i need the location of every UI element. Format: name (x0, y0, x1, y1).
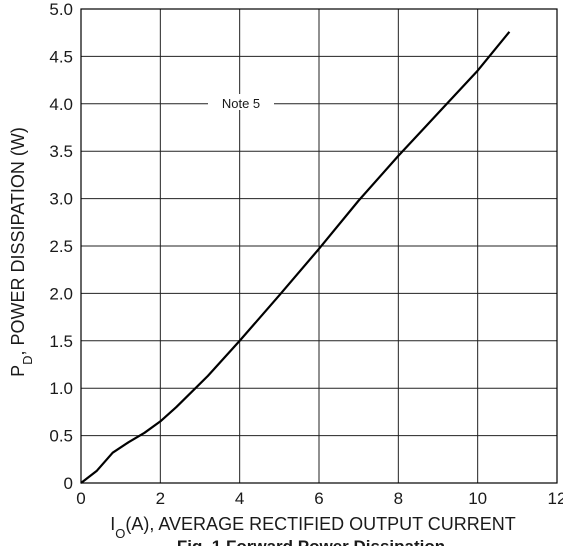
x-tick-labels: 0 2 4 6 8 10 12 (76, 489, 563, 508)
x-tick-label: 6 (314, 489, 323, 508)
series-layer (80, 31, 511, 484)
annotation-background (208, 94, 274, 110)
grid (81, 9, 557, 483)
y-tick-label: 3.5 (49, 142, 73, 161)
y-tick-label: 4.0 (49, 95, 73, 114)
x-tick-label: 8 (394, 489, 403, 508)
y-axis-label-subscript: D (20, 355, 35, 364)
x-tick-label: 2 (156, 489, 165, 508)
plot-frame (80, 8, 558, 484)
x-tick-label: 10 (468, 489, 487, 508)
y-tick-labels: 0 0.5 1.0 1.5 2.0 2.5 3.0 3.5 4.0 4.5 5.0 (49, 0, 73, 493)
power-dissipation-line (80, 31, 511, 484)
x-axis-label-main: I (110, 514, 115, 534)
x-tick-label: 0 (76, 489, 85, 508)
y-tick-label: 1.5 (49, 332, 73, 351)
annotation-note: Note 5 (222, 96, 260, 111)
y-tick-label: 4.5 (49, 47, 73, 66)
figure-caption: Fig. 1 Forward Power Dissipation (177, 537, 445, 546)
x-axis-label-subscript: O (115, 526, 125, 541)
x-axis-label-rest: (A), AVERAGE RECTIFIED OUTPUT CURRENT (125, 514, 515, 534)
y-tick-label: 2.5 (49, 237, 73, 256)
y-axis-label-rest: , POWER DISSIPATION (W) (8, 127, 28, 355)
y-tick-label: 2.0 (49, 284, 73, 303)
y-tick-label: 0.5 (49, 427, 73, 446)
y-axis-label-main: P (8, 365, 28, 377)
y-tick-label: 5.0 (49, 0, 73, 19)
x-tick-label: 4 (235, 489, 244, 508)
y-axis-label: PD, POWER DISSIPATION (W) (8, 127, 35, 377)
y-tick-label: 0 (64, 474, 73, 493)
x-axis-label: IO(A), AVERAGE RECTIFIED OUTPUT CURRENT (110, 514, 516, 541)
y-tick-label: 3.0 (49, 190, 73, 209)
y-tick-label: 1.0 (49, 379, 73, 398)
x-tick-label: 12 (548, 489, 563, 508)
